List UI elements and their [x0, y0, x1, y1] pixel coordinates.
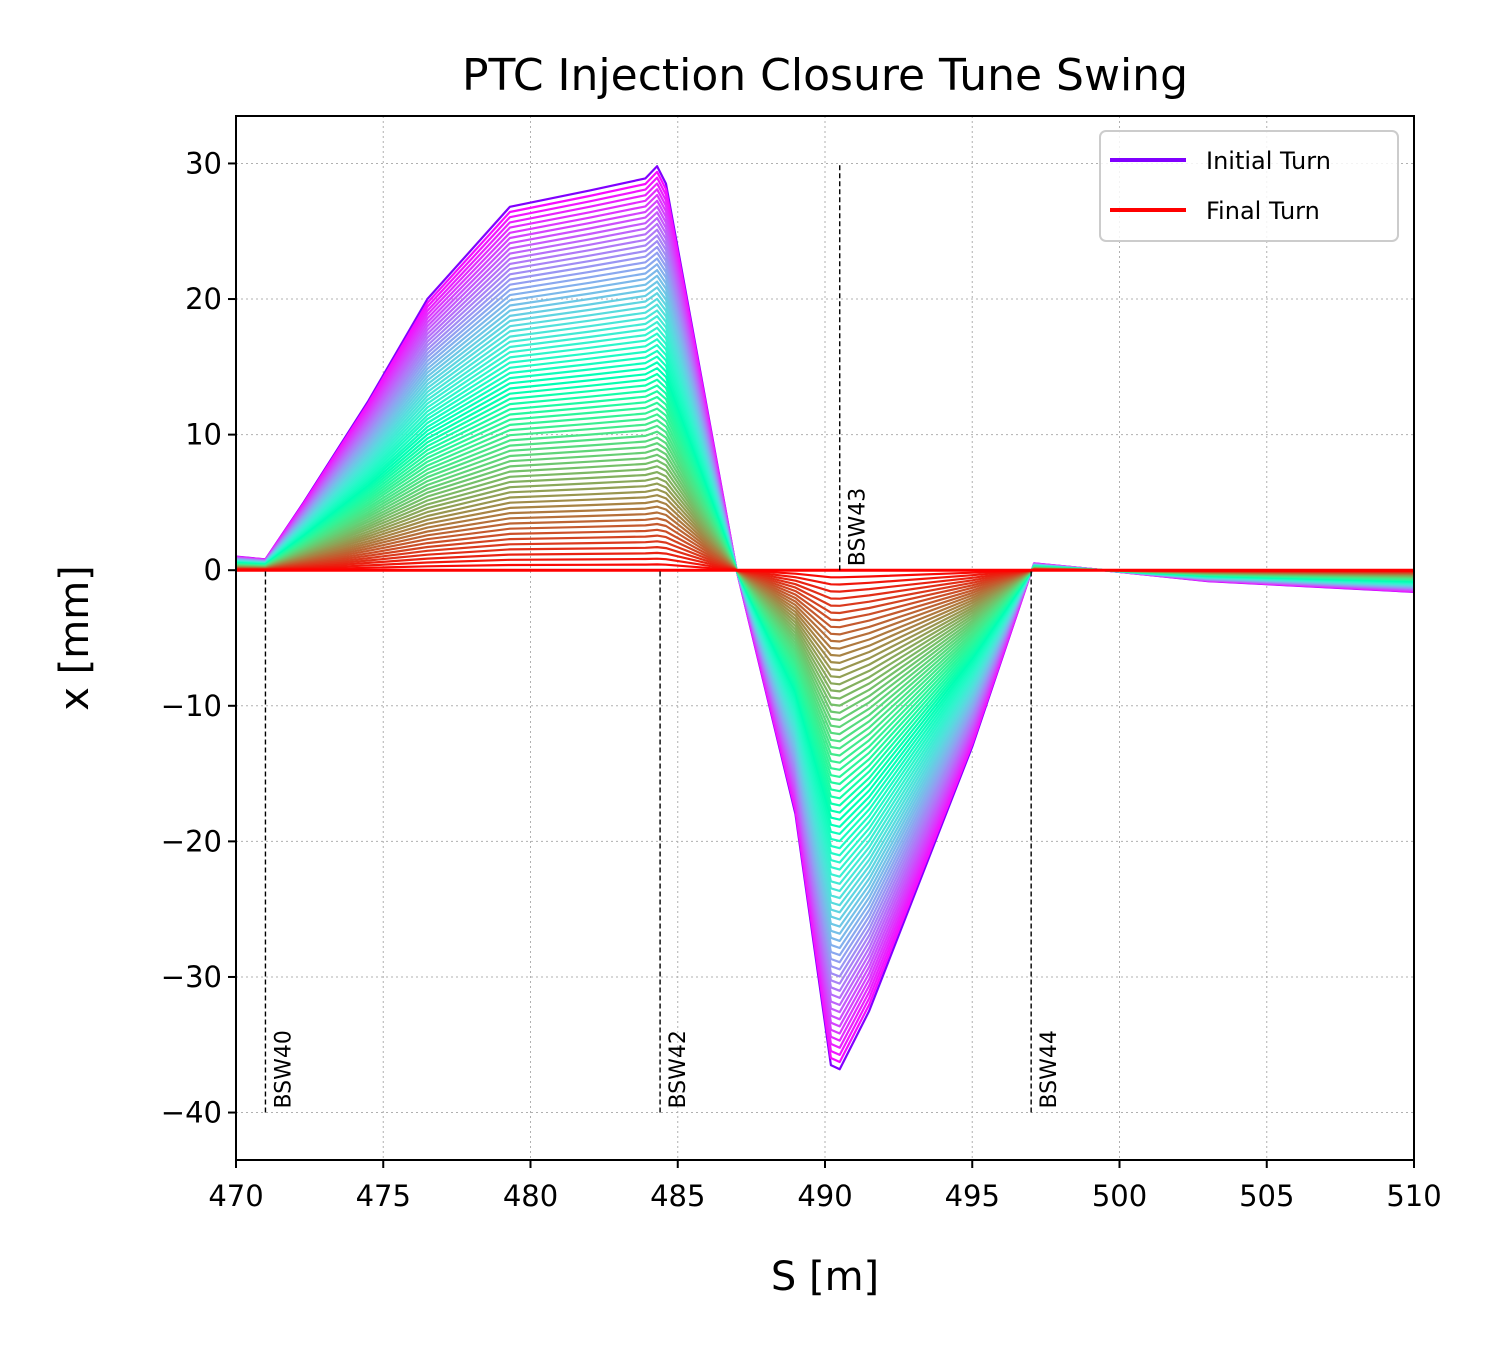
- turn-curves: [236, 165, 1414, 1071]
- x-tick-label: 485: [650, 1179, 705, 1213]
- x-tick-label: 510: [1386, 1179, 1441, 1213]
- marker-label-bsw42: BSW42: [666, 1030, 691, 1108]
- marker-label-bsw44: BSW44: [1037, 1030, 1062, 1108]
- legend-label-initial: Initial Turn: [1206, 147, 1331, 175]
- marker-label-bsw43: BSW43: [846, 488, 871, 566]
- x-tick-label: 480: [503, 1179, 558, 1213]
- chart-title: PTC Injection Closure Tune Swing: [462, 50, 1188, 101]
- x-tick-label: 470: [208, 1179, 263, 1213]
- y-tick-label: 0: [204, 553, 222, 587]
- x-tick-label: 495: [945, 1179, 1000, 1213]
- y-tick-label: −30: [161, 960, 222, 994]
- legend: Initial Turn Final Turn: [1099, 130, 1399, 242]
- y-axis-ticks: −40 −30 −20 −10 0 10 20 30: [161, 146, 236, 1130]
- x-tick-label: 490: [797, 1179, 852, 1213]
- y-tick-label: 30: [185, 146, 222, 180]
- y-tick-label: −40: [161, 1096, 222, 1130]
- x-tick-label: 475: [356, 1179, 411, 1213]
- x-tick-label: 505: [1239, 1179, 1294, 1213]
- x-axis-ticks: 470 475 480 485 490 495 500 505 510: [208, 1160, 1442, 1213]
- y-tick-label: 20: [185, 282, 222, 316]
- y-tick-label: 10: [185, 418, 222, 452]
- y-axis-label: x [mm]: [52, 565, 98, 711]
- y-tick-label: −10: [161, 689, 222, 723]
- marker-label-bsw40: BSW40: [271, 1030, 296, 1108]
- y-tick-label: −20: [161, 824, 222, 858]
- x-tick-label: 500: [1092, 1179, 1147, 1213]
- legend-label-final: Final Turn: [1206, 197, 1320, 225]
- bsw-markers: BSW40 BSW42 BSW43 BSW44: [264, 163, 1062, 1113]
- x-axis-label: S [m]: [771, 1254, 879, 1300]
